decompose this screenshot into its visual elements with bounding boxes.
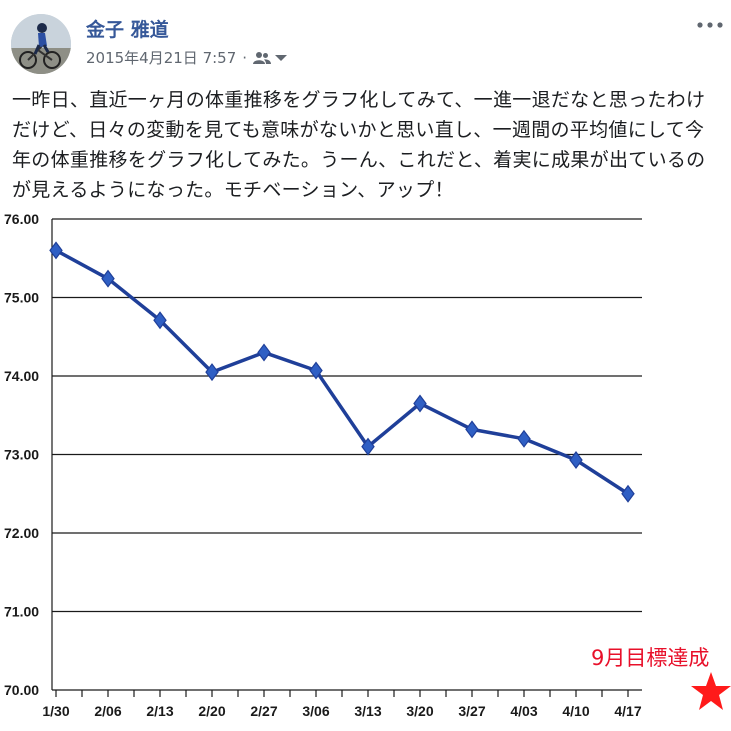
- x-tick-label: 4/10: [562, 703, 589, 719]
- chevron-down-icon[interactable]: [274, 53, 288, 63]
- weight-chart: 70.00 71.00 72.00 73.00 74.00 75.00 76.00 1/30…: [0, 205, 731, 731]
- avatar[interactable]: [11, 14, 71, 74]
- x-tick-label: 3/13: [354, 703, 381, 719]
- data-point: [413, 394, 427, 413]
- x-tick-label: 3/06: [302, 703, 329, 719]
- data-point: [101, 269, 115, 288]
- chart-gridlines: [51, 218, 642, 691]
- x-tick-label: 2/27: [250, 703, 277, 719]
- y-tick-label: 76.00: [4, 211, 39, 227]
- data-point: [309, 361, 323, 380]
- x-tick-label: 3/27: [458, 703, 485, 719]
- series-line: [55, 248, 629, 496]
- friends-icon[interactable]: [253, 51, 272, 65]
- y-axis-ticks: 70.00 71.00 72.00 73.00 74.00 75.00 76.00: [4, 211, 39, 698]
- data-point: [569, 450, 583, 469]
- x-axis-ticks: 1/30 2/06 2/13 2/20 2/27 3/06 3/13 3/20 3/27 4/03…: [42, 690, 642, 719]
- y-tick-label: 73.00: [4, 447, 39, 463]
- data-point: [465, 420, 479, 439]
- author-name[interactable]: 金子 雅道: [86, 19, 169, 41]
- y-tick-label: 70.00: [4, 682, 39, 698]
- x-tick-label: 4/17: [614, 703, 641, 719]
- more-horizontal-icon: [697, 22, 723, 28]
- cyclist-photo: [11, 14, 71, 74]
- x-tick-label: 2/06: [94, 703, 121, 719]
- chart-series: [49, 241, 635, 503]
- y-tick-label: 74.00: [4, 368, 39, 384]
- post-timestamp[interactable]: 2015年4月21日 7:57: [86, 49, 237, 67]
- data-point: [621, 484, 635, 503]
- x-tick-label: 2/20: [198, 703, 225, 719]
- data-point: [257, 343, 271, 362]
- data-point: [49, 241, 63, 260]
- data-point: [517, 429, 531, 448]
- x-tick-label: 4/03: [510, 703, 537, 719]
- more-options-button[interactable]: [695, 15, 725, 35]
- post-body: 一昨日、直近一ヶ月の体重推移をグラフ化してみて、一進一退だなと思ったわけだけど、…: [12, 89, 706, 201]
- post-meta: 2015年4月21日 7:57 ·: [86, 47, 288, 68]
- red-star-icon: [691, 672, 731, 710]
- x-tick-label: 2/13: [146, 703, 173, 719]
- y-tick-label: 72.00: [4, 525, 39, 541]
- chart-canvas: 70.00 71.00 72.00 73.00 74.00 75.00 76.00 1/30…: [0, 205, 731, 731]
- y-tick-label: 71.00: [4, 604, 39, 620]
- y-tick-label: 75.00: [4, 290, 39, 306]
- data-point: [205, 363, 219, 382]
- data-point: [361, 437, 375, 456]
- goal-annotation: 9月目標達成: [591, 646, 710, 670]
- meta-separator: ·: [242, 48, 248, 67]
- data-point: [153, 311, 167, 330]
- x-tick-label: 3/20: [406, 703, 433, 719]
- x-tick-label: 1/30: [42, 703, 69, 719]
